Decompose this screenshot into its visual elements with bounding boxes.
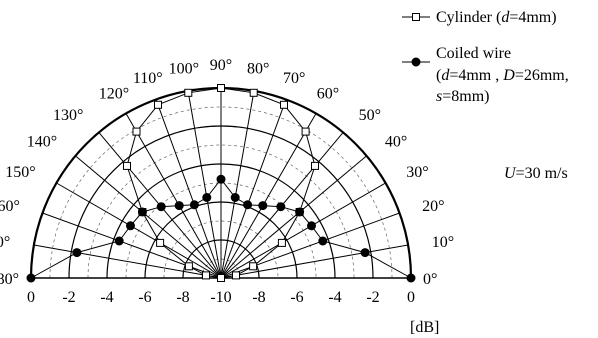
- coiled-wire-point: [114, 236, 124, 246]
- angle-label: 110°: [133, 70, 163, 87]
- angle-label: 130°: [53, 107, 83, 124]
- radial-spoke: [155, 99, 222, 279]
- legend: Cylinder (d=4mm) Coiled wire (d=4mm , D=…: [402, 9, 569, 105]
- coiled-wire-point: [72, 248, 82, 258]
- unit-label: [dB]: [410, 319, 439, 336]
- angle-label: 120°: [99, 86, 129, 103]
- legend-cylinder-marker: [412, 13, 420, 21]
- radial-label-left: -6: [138, 289, 151, 306]
- radial-label-left: -8: [176, 289, 189, 306]
- radial-label-right: -8: [252, 289, 265, 306]
- cylinder-point: [123, 161, 131, 170]
- coiled-wire-point: [258, 201, 268, 211]
- minor-ring: [87, 144, 355, 279]
- cylinder-point: [280, 100, 288, 109]
- cylinder-point: [202, 271, 210, 280]
- angle-label: 90°: [210, 57, 232, 74]
- cylinder-point: [232, 271, 240, 280]
- cylinder-point: [301, 127, 310, 136]
- angle-label: 80°: [247, 60, 269, 77]
- coiled-wire-point: [230, 193, 240, 202]
- radial-label-right: 0: [407, 289, 415, 306]
- coiled-wire-point: [126, 221, 135, 231]
- angle-label: 0°: [423, 271, 437, 288]
- radial-label-left: -4: [100, 289, 113, 306]
- cylinder-point: [154, 100, 162, 109]
- radial-spoke: [220, 90, 255, 279]
- minor-ring: [125, 182, 317, 279]
- cylinder-point: [277, 238, 286, 247]
- legend-cylinder-label: Cylinder (d=4mm): [436, 9, 557, 26]
- minor-ring: [201, 258, 241, 279]
- angle-label: 150°: [5, 164, 35, 181]
- radial-label-right: -10: [210, 289, 231, 306]
- cylinder-point: [311, 161, 319, 170]
- cylinder-point: [249, 88, 258, 97]
- legend-coil-label-line2: (d=4mm , D=26mm,: [436, 67, 569, 84]
- cylinder-point: [184, 88, 193, 97]
- angle-label: 100°: [169, 60, 199, 77]
- minor-ring: [163, 220, 279, 279]
- radial-tick-labels: -10 -8 -8 -6 -6 -4 -4 -2 -2 0 0: [27, 289, 415, 306]
- cylinder-point: [184, 262, 193, 271]
- coiled-wire-point: [295, 207, 305, 217]
- radial-label-right: -4: [328, 289, 341, 306]
- radial-spoke: [187, 90, 222, 279]
- coiled-wire-point: [156, 202, 166, 212]
- coiled-wire-point: [318, 236, 328, 246]
- coiled-wire-point: [137, 207, 147, 217]
- radial-spoke: [75, 155, 222, 279]
- legend-coil-label-line3: s=8mm): [436, 88, 489, 105]
- coiled-wire-point: [174, 201, 184, 211]
- legend-coil-marker: [411, 57, 421, 67]
- legend-coil-label-line1: Coiled wire: [436, 45, 511, 62]
- radial-spoke: [220, 182, 386, 279]
- coiled-wire-point: [360, 248, 370, 258]
- velocity-annotation: U=30 m/s: [504, 165, 568, 182]
- angle-label: 140°: [27, 133, 57, 150]
- coiled-wire-point: [26, 273, 36, 283]
- data-markers: [26, 84, 416, 283]
- radial-spoke: [220, 244, 409, 279]
- cylinder-point: [132, 127, 141, 136]
- coiled-wire-point: [276, 202, 286, 212]
- radial-spoke: [220, 155, 367, 279]
- angle-label: 70°: [283, 70, 305, 87]
- radial-label-right: -2: [366, 289, 379, 306]
- angle-label: 30°: [406, 164, 428, 181]
- radial-label-right: -6: [290, 289, 303, 306]
- radial-label-left: -2: [62, 289, 75, 306]
- cylinder-point: [249, 262, 258, 271]
- cylinder-point: [156, 238, 165, 247]
- angle-label: 50°: [359, 107, 381, 124]
- angle-label: 10°: [432, 234, 454, 251]
- angle-label: 60°: [317, 86, 339, 103]
- cylinder-point: [217, 274, 225, 282]
- angle-label: 20°: [422, 198, 444, 215]
- coiled-wire-point: [189, 200, 199, 210]
- radial-spoke: [220, 113, 317, 279]
- radial-spoke: [220, 99, 287, 279]
- angle-label: 160°: [0, 198, 20, 215]
- angle-tick-labels: 0° 10° 20° 30° 40°50° 60° 70° 80° 90° 100° 110°120…: [0, 57, 454, 288]
- coiled-wire-point: [307, 221, 316, 231]
- radial-label-left: 0: [27, 289, 35, 306]
- coiled-wire-point: [406, 273, 416, 283]
- radial-spoke: [125, 113, 222, 279]
- angle-label: 170°: [0, 234, 10, 251]
- coiled-wire-point: [202, 193, 212, 202]
- coiled-wire-point: [216, 174, 226, 184]
- radial-spoke: [33, 244, 222, 279]
- angle-label: 180°: [0, 271, 19, 288]
- coiled-wire-point: [243, 200, 253, 210]
- cylinder-point: [217, 84, 225, 92]
- angle-label: 40°: [385, 133, 407, 150]
- radial-spoke: [56, 182, 222, 279]
